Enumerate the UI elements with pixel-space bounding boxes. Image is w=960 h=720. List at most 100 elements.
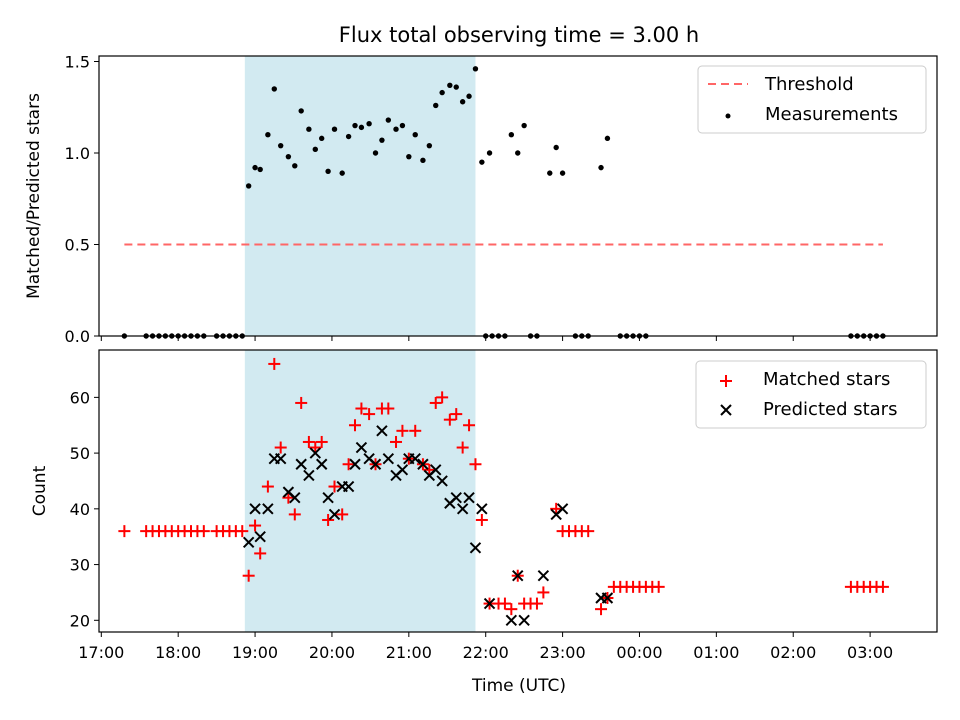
measurement-point: [318, 135, 325, 142]
matched-star-point: [595, 603, 608, 616]
legend-measurements-swatch: [725, 113, 731, 119]
count-y-tick-label: 40: [70, 500, 90, 519]
x-tick-label: 20:00: [309, 643, 355, 662]
predicted-star-point: [242, 536, 255, 548]
measurement-point: [406, 153, 412, 160]
ratio-plot-frame: [98, 55, 938, 337]
count-y-tick-label: 50: [70, 444, 90, 463]
measurement-point: [426, 142, 433, 149]
predicted-star-point: [274, 452, 287, 465]
measurement-point: [385, 117, 392, 123]
legend-matched-label: Matched stars: [763, 369, 890, 390]
x-tick-label: 21:00: [386, 643, 432, 662]
measurement-point: [553, 144, 559, 151]
matched-star-point: [261, 480, 274, 493]
matched-star-point: [249, 519, 262, 532]
measurement-point: [277, 142, 284, 149]
measurement-point: [265, 131, 271, 138]
matched-star-point: [396, 424, 409, 437]
predicted-star-point: [469, 542, 482, 554]
matched-star-point: [315, 435, 328, 448]
ratio-y-tick-label: 1.0: [65, 144, 90, 163]
ratio-y-axis: 0.0 0.5 1.0 1.5: [65, 52, 99, 346]
matched-star-point: [423, 463, 436, 476]
measurement-point: [366, 121, 372, 127]
measurement-point: [325, 168, 331, 174]
measurement-point: [312, 146, 318, 153]
measurement-point: [472, 66, 479, 72]
measurement-point: [486, 150, 493, 156]
matched-star-point: [322, 513, 335, 526]
matched-star-point: [274, 441, 287, 454]
matched-star-point: [288, 508, 301, 521]
matched-star-point: [363, 408, 376, 421]
predicted-star-point: [450, 491, 462, 504]
count-y-tick-label: 60: [70, 388, 90, 407]
legend-threshold-label: Threshold: [764, 74, 854, 95]
measurement-point: [604, 135, 611, 142]
predicted-star-point: [436, 475, 448, 487]
predicted-star-point: [417, 458, 429, 470]
matched-star-point: [197, 525, 210, 538]
measurement-point: [257, 166, 263, 173]
predicted-star-point: [456, 503, 469, 515]
predicted-star-point: [262, 503, 274, 515]
measurement-point: [331, 126, 338, 132]
matched-star-point: [242, 569, 255, 582]
measurement-point: [521, 122, 527, 129]
predicted-star-point: [315, 458, 328, 470]
measurement-point: [453, 84, 459, 90]
matched-star-point: [537, 586, 550, 599]
matched-star-point: [429, 396, 442, 409]
measurement-point: [466, 93, 472, 99]
shaded-observing-span: [244, 56, 476, 336]
matched-star-point: [530, 597, 543, 610]
measurement-point: [271, 86, 277, 92]
ratio-y-tick-label: 0.0: [65, 327, 90, 346]
ratio-x-axis: [100, 336, 871, 341]
ratio-y-axis-label: Matched/Predicted stars: [24, 93, 44, 299]
matched-star-point: [328, 480, 341, 493]
count-y-tick-label: 20: [70, 611, 90, 630]
measurement-point: [339, 170, 345, 176]
ratio-panel: 0.0 0.5 1.0 1.5 Matched/Predicted stars Thr…: [24, 52, 938, 346]
predicted-star-point: [512, 570, 524, 582]
predicted-star-point: [328, 508, 341, 521]
predicted-star-point: [309, 447, 321, 459]
matched-star-point: [254, 547, 267, 560]
ratio-y-tick-label: 1.5: [65, 52, 90, 71]
count-panel: 20 30 40 50 60 17:00 18:00 19:00 20:00 21:00 22:0…: [30, 349, 938, 696]
measurement-point: [420, 157, 426, 164]
measurement-point: [479, 159, 485, 165]
measurement-point: [399, 122, 406, 129]
x-tick-label: 18:00: [155, 643, 201, 662]
measurement-point: [245, 183, 252, 189]
measurement-point: [372, 150, 379, 156]
predicted-star-point: [430, 464, 442, 476]
measurement-point: [433, 102, 439, 109]
legend-measurements-label: Measurements: [765, 104, 898, 125]
x-tick-label: 22:00: [463, 643, 509, 662]
measurement-point: [547, 170, 553, 176]
x-tick-label: 19:00: [232, 643, 278, 662]
matched-star-point: [236, 525, 249, 538]
measurement-point: [393, 126, 399, 132]
predicted-star-point: [376, 425, 388, 437]
ratio-y-tick-label: 0.5: [65, 235, 90, 254]
matched-star-point: [302, 435, 315, 448]
measurements-series: [121, 66, 886, 339]
matched-star-point: [268, 357, 281, 370]
predicted-star-point: [601, 592, 614, 604]
measurement-point: [559, 170, 566, 176]
shaded-observing-span-bottom: [244, 350, 476, 632]
count-legend: Matched stars Predicted stars: [695, 360, 927, 429]
predicted-star-point: [382, 452, 395, 465]
measurement-point: [439, 89, 445, 96]
measurement-point: [306, 126, 312, 132]
predicted-star-point: [505, 614, 518, 627]
x-tick-label: 02:00: [770, 643, 816, 662]
matched-star-point: [505, 603, 518, 616]
matched-star-point: [382, 402, 395, 415]
legend-predicted-swatch: [720, 404, 732, 416]
matched-star-point: [309, 441, 322, 454]
